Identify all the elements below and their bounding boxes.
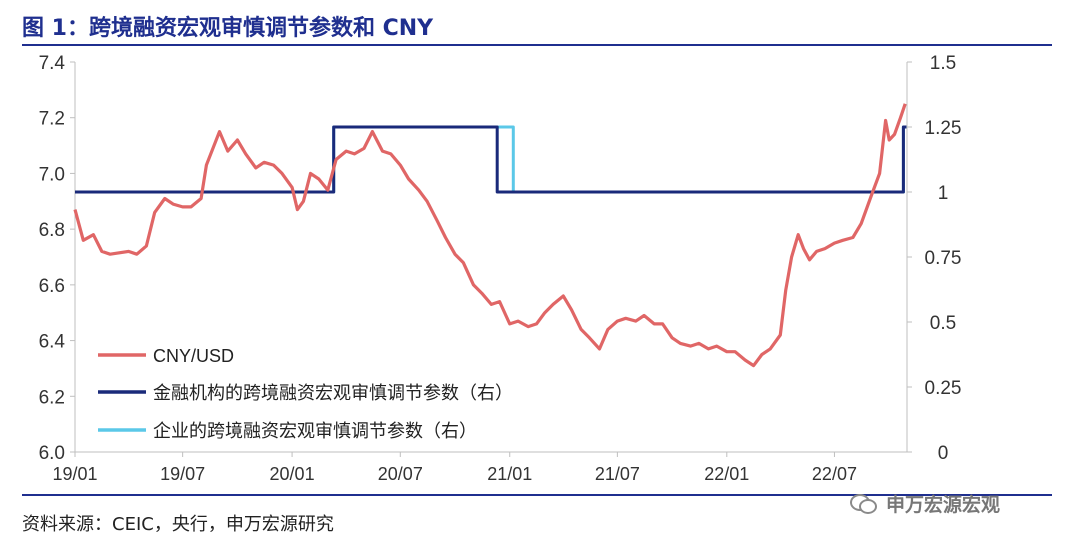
watermark: 申万宏源宏观 [850, 486, 1060, 520]
title-divider [22, 44, 1052, 46]
y-left-tick-label: 7.0 [39, 164, 65, 185]
y-left-tick-label: 6.8 [39, 220, 65, 241]
y-right-tick-label: 0.5 [930, 313, 956, 334]
series-line-0 [73, 103, 907, 368]
page-title: 图 1：跨境融资宏观审慎调节参数和 CNY [22, 16, 434, 41]
y-left-tick-label: 7.4 [39, 53, 66, 74]
y-right-tick-label: 0.75 [925, 248, 962, 269]
y-left-tick-label: 6.4 [39, 332, 66, 353]
x-tick-label: 21/07 [595, 464, 640, 484]
y-right-tick-label: 1.25 [925, 118, 962, 139]
y-right-tick-label: 1.5 [930, 53, 956, 74]
x-tick-label: 19/07 [160, 464, 205, 484]
x-tick-label: 22/07 [812, 464, 857, 484]
x-tick-label: 20/07 [378, 464, 423, 484]
footer-divider [22, 494, 1052, 496]
chart-axes: 6.0 6.2 6.4 6.6 6.8 7.0 7.2 7.4 0 0.25 0.5 0.75 1 1.2… [39, 53, 962, 484]
y-left-tick-label: 6.6 [39, 276, 65, 297]
chart-series [73, 103, 907, 368]
y-right-tick-label: 0 [938, 443, 949, 464]
series-line-2 [75, 125, 907, 194]
legend-label: 企业的跨境融资宏观审慎调节参数（右） [153, 421, 477, 441]
y-left-tick-label: 6.0 [39, 443, 65, 464]
y-right-tick-label: 1 [938, 183, 949, 204]
wechat-icon [850, 492, 878, 514]
chart-legend: CNY/USD 金融机构的跨境融资宏观审慎调节参数（右） 企业的跨境融资宏观审慎调节… [98, 346, 513, 441]
x-tick-label: 19/01 [52, 464, 97, 484]
y-right-tick-label: 0.25 [925, 378, 962, 399]
x-tick-label: 22/01 [704, 464, 749, 484]
y-left-tick-label: 6.2 [39, 387, 65, 408]
series-line-1 [75, 125, 907, 194]
legend-label: CNY/USD [153, 346, 234, 366]
x-tick-label: 21/01 [487, 464, 532, 484]
y-left-tick-label: 7.2 [39, 109, 65, 130]
x-tick-label: 20/01 [270, 464, 315, 484]
watermark-text: 申万宏源宏观 [886, 493, 1001, 516]
legend-label: 金融机构的跨境融资宏观审慎调节参数（右） [153, 383, 513, 403]
source-note: 资料来源：CEIC，央行，申万宏源研究 [22, 514, 334, 535]
